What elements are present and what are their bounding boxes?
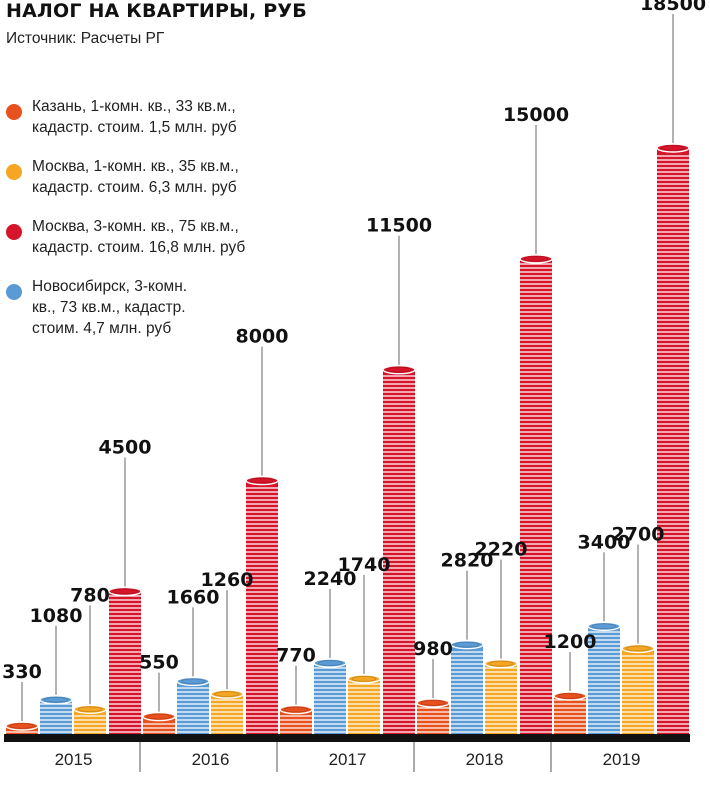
legend-item: Казань, 1-комн. кв., 33 кв.м., кадастр. … (6, 96, 296, 138)
x-tick-label: 2018 (466, 750, 504, 769)
x-tick-label: 2015 (55, 750, 93, 769)
value-label: 1260 (201, 569, 254, 591)
value-label: 1200 (544, 631, 597, 653)
bar (245, 475, 279, 734)
value-label: 1740 (338, 554, 391, 576)
bar (73, 704, 107, 734)
bar (450, 639, 484, 734)
legend: Казань, 1-комн. кв., 33 кв.м., кадастр. … (6, 96, 296, 357)
bar (382, 365, 416, 734)
x-tick-label: 2019 (603, 750, 641, 769)
legend-label: Новосибирск, 3-комн. кв., 73 кв.м., када… (32, 278, 188, 337)
bar (484, 658, 518, 734)
bar (621, 643, 655, 734)
x-axis-line (4, 734, 690, 742)
chart-source: Источник: Расчеты РГ (6, 30, 165, 47)
chart-title: НАЛОГ НА КВАРТИРЫ, РУБ (6, 0, 307, 22)
bar (347, 674, 381, 734)
value-label: 770 (276, 645, 316, 667)
bar (553, 691, 587, 734)
legend-swatch (6, 284, 22, 300)
value-label: 8000 (236, 326, 289, 348)
legend-swatch (6, 164, 22, 180)
value-label: 1660 (167, 586, 220, 608)
bar (519, 254, 553, 734)
x-tick-label: 2016 (192, 750, 230, 769)
legend-label: Москва, 1-комн. кв., 35 кв.м., кадастр. … (32, 158, 239, 196)
value-label: 980 (413, 638, 453, 660)
bar (313, 658, 347, 734)
legend-swatch (6, 224, 22, 240)
value-label: 11500 (366, 215, 432, 237)
bar (176, 676, 210, 734)
bar (656, 143, 690, 734)
bar (108, 586, 142, 734)
legend-label: Казань, 1-комн. кв., 33 кв.м., кадастр. … (32, 98, 237, 136)
value-label: 550 (139, 652, 179, 674)
bar (416, 698, 450, 734)
bar (587, 621, 621, 734)
value-label: 4500 (99, 436, 152, 458)
x-tick-label: 2017 (329, 750, 367, 769)
value-label: 330 (2, 661, 42, 683)
value-label: 2820 (441, 550, 494, 572)
bar (39, 695, 73, 734)
value-label: 18500 (640, 0, 706, 15)
bar (142, 711, 176, 734)
bar (5, 721, 39, 734)
value-label: 2700 (612, 523, 665, 545)
value-label: 780 (70, 584, 110, 606)
value-label: 2220 (475, 539, 528, 561)
value-label: 1080 (30, 605, 83, 627)
legend-item: Новосибирск, 3-комн. кв., 73 кв.м., када… (6, 276, 296, 339)
bar (210, 689, 244, 734)
legend-item: Москва, 1-комн. кв., 35 кв.м., кадастр. … (6, 156, 296, 198)
legend-label: Москва, 3-комн. кв., 75 кв.м., кадастр. … (32, 218, 246, 256)
bar (279, 704, 313, 734)
value-label: 2240 (304, 568, 357, 590)
value-label: 15000 (503, 104, 569, 126)
value-label: 3400 (578, 531, 631, 553)
legend-swatch (6, 104, 22, 120)
legend-item: Москва, 3-комн. кв., 75 кв.м., кадастр. … (6, 216, 296, 258)
